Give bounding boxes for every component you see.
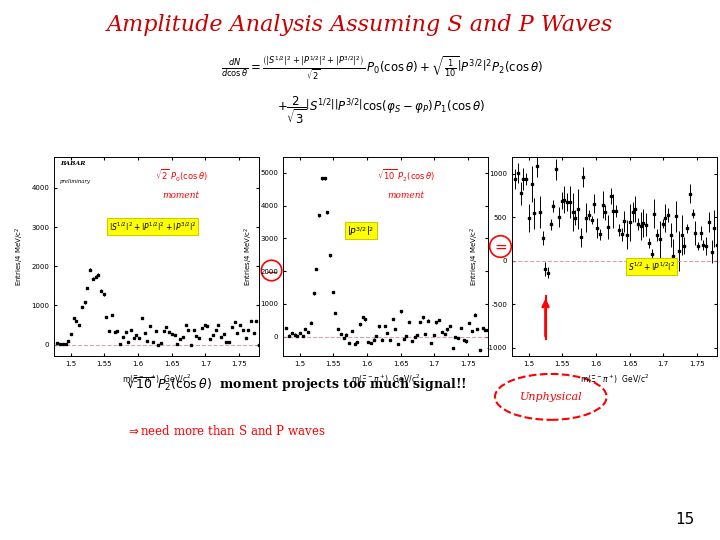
Text: Unphysical: Unphysical xyxy=(520,392,582,402)
Text: $-$: $-$ xyxy=(265,263,278,278)
X-axis label: m($\Xi^-\pi^+$)  GeV/c$^2$: m($\Xi^-\pi^+$) GeV/c$^2$ xyxy=(351,373,420,386)
Text: 15: 15 xyxy=(675,511,695,526)
Y-axis label: Entries/4 MeV/c$^2$: Entries/4 MeV/c$^2$ xyxy=(242,227,255,286)
Text: $=$: $=$ xyxy=(492,239,508,254)
X-axis label: m($\Xi^-\pi^+$)  GeV/c$^2$: m($\Xi^-\pi^+$) GeV/c$^2$ xyxy=(580,373,649,386)
Text: $\sqrt{10}\ P_2(\cos\theta)$  moment projects too much signal!!: $\sqrt{10}\ P_2(\cos\theta)$ moment proj… xyxy=(126,375,467,394)
Text: $\Rightarrow$need more than S and P waves: $\Rightarrow$need more than S and P wave… xyxy=(126,424,325,438)
Text: preliminary: preliminary xyxy=(60,179,91,184)
Text: $\left|P^{3/2}\right|^2$: $\left|P^{3/2}\right|^2$ xyxy=(347,224,374,237)
Y-axis label: Entries/4 MeV/c$^2$: Entries/4 MeV/c$^2$ xyxy=(469,227,481,286)
Text: $+\dfrac{2}{\sqrt{3}}\left|S^{1/2}\right|\left|P^{3/2}\right|\cos(\varphi_S-\var: $+\dfrac{2}{\sqrt{3}}\left|S^{1/2}\right… xyxy=(277,95,486,126)
Text: $\sqrt{10}\ P_2(\cos\theta)$: $\sqrt{10}\ P_2(\cos\theta)$ xyxy=(377,166,435,183)
Text: moment: moment xyxy=(387,191,425,200)
Text: $\frac{dN}{d\cos\theta} = \frac{\left(|S^{1/2}|^2+|P^{1/2}|^2+|P^{3/2}|^2\right): $\frac{dN}{d\cos\theta} = \frac{\left(|S… xyxy=(220,54,543,81)
Text: $S^{1/2}+\left|P^{1/2}\right|^2$: $S^{1/2}+\left|P^{1/2}\right|^2$ xyxy=(628,260,675,273)
X-axis label: m($\Xi^-\pi^+$)  GeV/c$^2$: m($\Xi^-\pi^+$) GeV/c$^2$ xyxy=(122,373,192,386)
Text: $\sqrt{2}\ P_0(\cos\theta)$: $\sqrt{2}\ P_0(\cos\theta)$ xyxy=(155,166,207,183)
Text: $\left|S^{1/2}\right|^2+\left|P^{1/2}\right|^2+\left|P^{3/2}\right|^2$: $\left|S^{1/2}\right|^2+\left|P^{1/2}\ri… xyxy=(109,220,197,233)
Y-axis label: Entries/4 MeV/c$^2$: Entries/4 MeV/c$^2$ xyxy=(13,227,26,286)
Text: moment: moment xyxy=(163,191,199,200)
Text: Amplitude Analysis Assuming S and P Waves: Amplitude Analysis Assuming S and P Wave… xyxy=(107,14,613,36)
Text: BABAR: BABAR xyxy=(60,160,86,166)
